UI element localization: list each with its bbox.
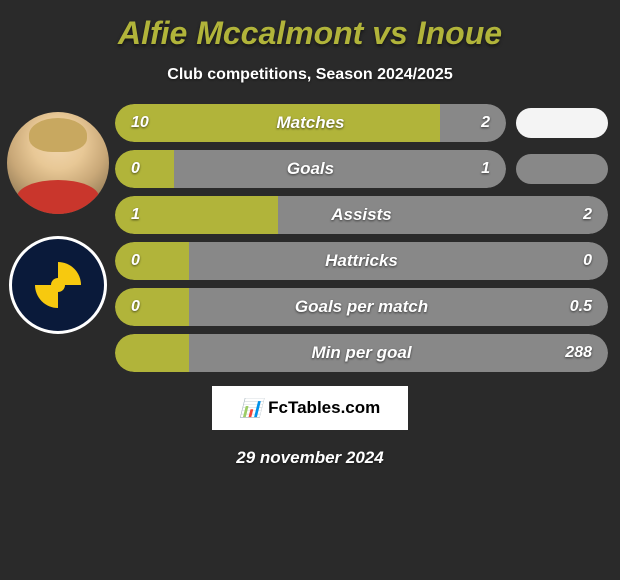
- bar-segment-right: [174, 150, 506, 188]
- stat-right-value: 1: [481, 160, 490, 178]
- stat-label: Matches: [276, 113, 344, 133]
- stat-bar: 0 1 Goals: [115, 150, 506, 188]
- stat-bar: 0 0 Hattricks: [115, 242, 608, 280]
- player-left-avatar: [7, 112, 109, 214]
- stat-row: 0 0 Hattricks: [115, 242, 608, 280]
- winner-pill: [516, 108, 608, 138]
- stat-left-value: 0: [131, 252, 140, 270]
- stat-right-value: 288: [565, 344, 592, 362]
- bar-segment-right: [278, 196, 608, 234]
- player-right-avatar: [9, 236, 107, 334]
- stat-bar: 1 2 Assists: [115, 196, 608, 234]
- stat-left-value: 10: [131, 114, 149, 132]
- avatars-column: [0, 104, 115, 334]
- stats-column: 10 2 Matches 0 1 Goals 1 2 Assists 0 0 Hattricks 0 0.…: [115, 104, 620, 372]
- stat-label: Assists: [331, 205, 391, 225]
- stat-right-value: 2: [481, 114, 490, 132]
- subtitle: Club competitions, Season 2024/2025: [167, 66, 452, 84]
- stat-right-value: 0.5: [570, 298, 592, 316]
- bar-segment-right: [189, 242, 608, 280]
- club-logo-icon: [35, 262, 81, 308]
- winner-pill: [516, 154, 608, 184]
- brand-text: FcTables.com: [268, 398, 380, 418]
- stat-label: Hattricks: [325, 251, 398, 271]
- stat-bar: 0 0.5 Goals per match: [115, 288, 608, 326]
- stat-label: Min per goal: [311, 343, 411, 363]
- stat-row: 0 1 Goals: [115, 150, 608, 188]
- page-title: Alfie Mccalmont vs Inoue: [118, 15, 502, 52]
- stat-bar: 10 2 Matches: [115, 104, 506, 142]
- bar-segment-left: [115, 288, 189, 326]
- stat-row: 10 2 Matches: [115, 104, 608, 142]
- date-line: 29 november 2024: [236, 448, 383, 468]
- stat-left-value: 0: [131, 298, 140, 316]
- content-row: 10 2 Matches 0 1 Goals 1 2 Assists 0 0 Hattricks 0 0.…: [0, 104, 620, 372]
- brand-icon: 📊: [240, 398, 262, 419]
- brand-badge[interactable]: 📊 FcTables.com: [212, 386, 408, 430]
- stat-left-value: 1: [131, 206, 140, 224]
- bar-segment-left: [115, 242, 189, 280]
- stat-row: 1 2 Assists: [115, 196, 608, 234]
- stat-right-value: 0: [583, 252, 592, 270]
- stat-bar: 288 Min per goal: [115, 334, 608, 372]
- stat-left-value: 0: [131, 160, 140, 178]
- bar-segment-left: [115, 150, 174, 188]
- stat-row: 288 Min per goal: [115, 334, 608, 372]
- bar-segment-left: [115, 334, 189, 372]
- stat-row: 0 0.5 Goals per match: [115, 288, 608, 326]
- stat-label: Goals per match: [295, 297, 428, 317]
- stat-right-value: 2: [583, 206, 592, 224]
- bar-segment-right: [440, 104, 506, 142]
- stat-label: Goals: [287, 159, 334, 179]
